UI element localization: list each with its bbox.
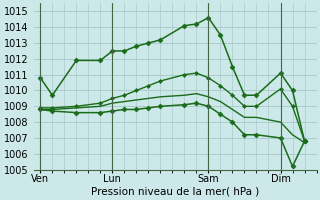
- X-axis label: Pression niveau de la mer( hPa ): Pression niveau de la mer( hPa ): [91, 187, 260, 197]
